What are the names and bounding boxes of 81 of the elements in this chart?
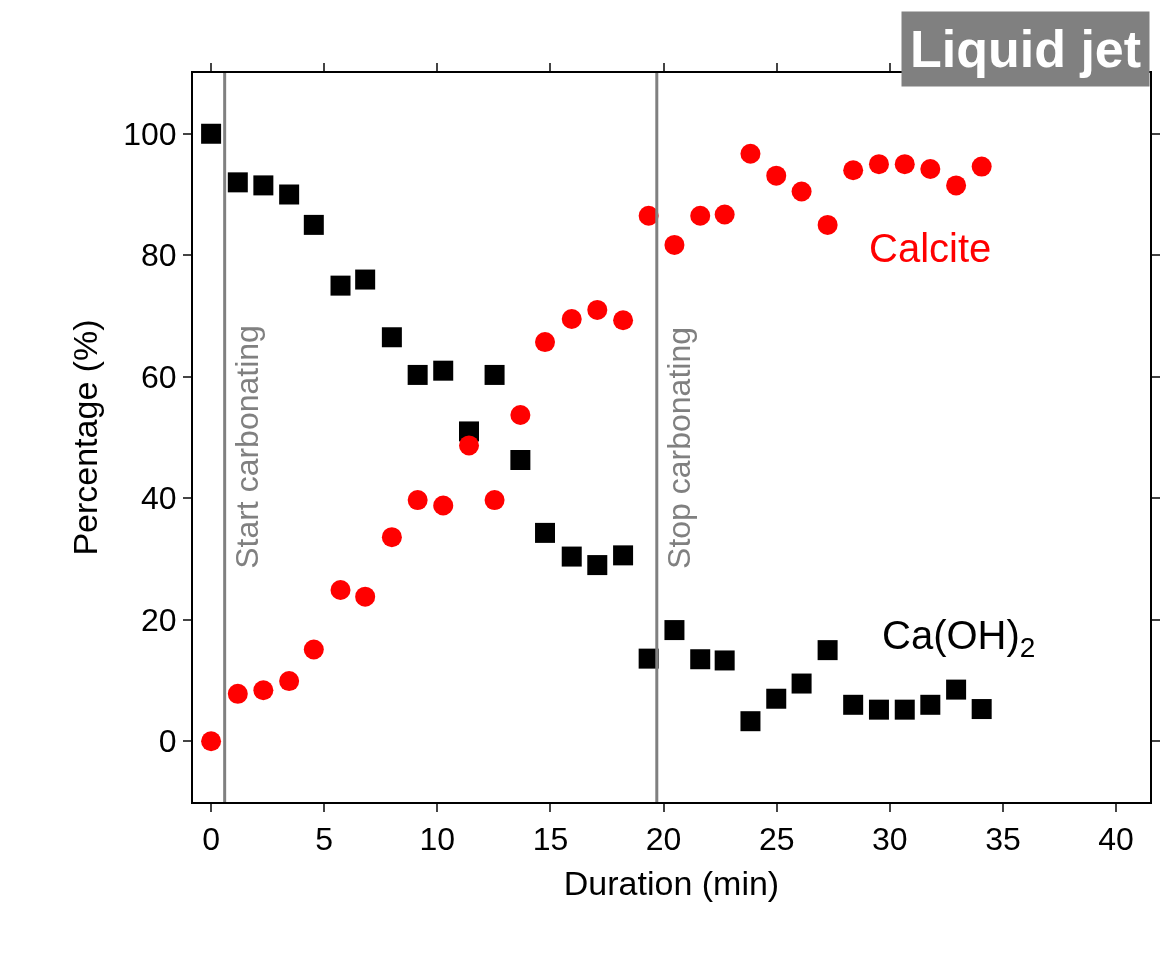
point bbox=[817, 214, 838, 235]
x-tick-label: 10 bbox=[419, 821, 456, 858]
point bbox=[355, 269, 376, 290]
x-tick-label: 5 bbox=[315, 821, 334, 858]
point bbox=[791, 181, 812, 202]
y-tick-label: 0 bbox=[158, 723, 177, 760]
point bbox=[227, 683, 248, 704]
annotation: Calcite bbox=[869, 226, 992, 270]
x-tick-label: 30 bbox=[872, 821, 908, 858]
y-tick-label: 60 bbox=[141, 358, 177, 395]
point bbox=[535, 522, 556, 543]
x-tick-label: 35 bbox=[985, 821, 1021, 858]
point bbox=[971, 156, 992, 177]
point bbox=[894, 154, 915, 175]
point bbox=[613, 310, 634, 331]
point bbox=[201, 731, 222, 752]
point bbox=[330, 579, 351, 600]
point bbox=[664, 234, 685, 255]
point bbox=[330, 275, 351, 296]
point bbox=[664, 620, 685, 641]
point bbox=[714, 650, 735, 671]
point bbox=[690, 205, 711, 226]
x-axis-title: Duration (min) bbox=[563, 864, 780, 903]
point bbox=[510, 449, 531, 470]
point bbox=[201, 123, 222, 144]
point bbox=[407, 490, 428, 511]
point bbox=[868, 154, 889, 175]
point bbox=[920, 158, 941, 179]
ref-line-label: Start carbonating bbox=[228, 325, 265, 569]
point bbox=[407, 364, 428, 385]
point bbox=[303, 639, 324, 660]
y-axis-title: Percentage (%) bbox=[66, 319, 105, 556]
point bbox=[253, 680, 274, 701]
point bbox=[484, 364, 505, 385]
point bbox=[587, 299, 608, 320]
point bbox=[459, 435, 480, 456]
x-tick-label: 15 bbox=[532, 821, 569, 858]
point bbox=[561, 309, 582, 330]
point bbox=[690, 649, 711, 670]
point bbox=[843, 160, 864, 181]
point bbox=[303, 214, 324, 235]
point bbox=[946, 679, 967, 700]
ref-line-label: Stop carbonating bbox=[660, 326, 697, 569]
point bbox=[433, 360, 454, 381]
point bbox=[740, 711, 761, 732]
point bbox=[535, 332, 556, 353]
y-tick-label: 100 bbox=[123, 115, 177, 152]
point bbox=[920, 694, 941, 715]
point bbox=[279, 184, 300, 205]
point bbox=[613, 545, 634, 566]
point bbox=[279, 671, 300, 692]
y-tick-label: 80 bbox=[141, 237, 177, 274]
x-tick-label: 20 bbox=[645, 821, 682, 858]
point bbox=[484, 490, 505, 511]
y-tick-label: 40 bbox=[141, 480, 177, 517]
annotation: Ca(OH)$_{2}$ bbox=[882, 613, 1036, 664]
point bbox=[433, 495, 454, 516]
chart-title: Liquid jet bbox=[910, 20, 1142, 78]
point bbox=[381, 327, 402, 348]
point bbox=[766, 165, 787, 186]
point bbox=[766, 688, 787, 709]
point bbox=[740, 143, 761, 164]
point bbox=[894, 699, 915, 720]
point bbox=[868, 699, 889, 720]
point bbox=[561, 546, 582, 567]
x-tick-label: 0 bbox=[202, 821, 220, 858]
point bbox=[253, 175, 274, 196]
point bbox=[817, 640, 838, 661]
point bbox=[381, 527, 402, 548]
point bbox=[946, 175, 967, 196]
x-tick-label: 25 bbox=[758, 821, 795, 858]
point bbox=[355, 586, 376, 607]
point bbox=[714, 204, 735, 225]
y-tick-label: 20 bbox=[141, 601, 177, 638]
x-tick-label: 40 bbox=[1098, 821, 1134, 858]
point bbox=[587, 555, 608, 576]
point bbox=[227, 172, 248, 193]
point bbox=[843, 694, 864, 715]
point bbox=[971, 699, 992, 720]
point bbox=[791, 673, 812, 694]
point bbox=[510, 405, 531, 426]
